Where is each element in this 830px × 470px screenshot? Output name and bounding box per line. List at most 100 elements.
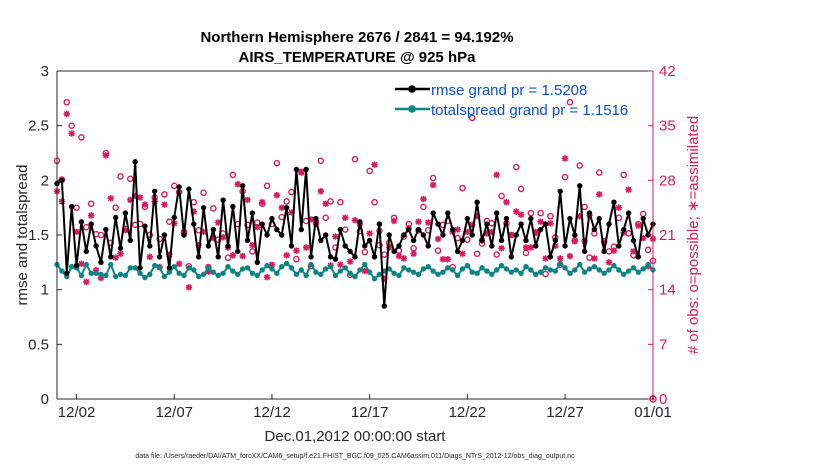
obs-assimilated-marker [542, 255, 549, 262]
series-point-spread [108, 261, 114, 268]
series-point-rmse [425, 243, 431, 249]
series-point-rmse [152, 188, 158, 194]
obs-assimilated-marker [351, 216, 359, 224]
obs-assimilated-marker [415, 218, 422, 225]
y2-tick-label: 28 [659, 172, 676, 189]
obs-possible-marker [317, 157, 325, 165]
series-point-rmse [93, 243, 99, 249]
x-tick-label: 12/17 [351, 404, 389, 421]
series-point-rmse [391, 248, 397, 255]
obs-possible-marker [112, 204, 119, 211]
series-point-spread [616, 267, 622, 273]
series-point-spread [171, 264, 177, 270]
series-point-spread [274, 270, 280, 276]
obs-possible-marker [283, 198, 290, 205]
series-point-spread [132, 265, 138, 271]
x-tick-label: 12/27 [546, 404, 584, 421]
obs-assimilated-marker [517, 211, 525, 218]
series-point-spread [518, 270, 524, 276]
y2-tick-label: 0 [659, 391, 667, 408]
obs-assimilated-marker [346, 258, 354, 265]
y-tick-label: 0 [41, 391, 49, 408]
obs-assimilated-marker [444, 256, 452, 263]
obs-possible-marker [68, 122, 75, 129]
obs-assimilated-marker [547, 220, 554, 227]
obs-possible-marker [337, 198, 344, 206]
y2-tick-label: 42 [659, 63, 676, 80]
series-point-rmse [230, 203, 236, 210]
y-tick-label: 2.5 [28, 118, 49, 135]
y-tick-label: 1 [41, 282, 49, 299]
series-point-rmse [371, 254, 378, 260]
y-tick-label: 3 [41, 63, 49, 80]
obs-possible-marker [322, 214, 329, 222]
x-tick-label: 12/12 [253, 404, 291, 421]
obs-assimilated-marker [395, 252, 403, 260]
series-point-spread [220, 270, 226, 276]
series-point-rmse [210, 226, 217, 233]
obs-assimilated-marker [249, 241, 256, 249]
series-point-spread [484, 268, 490, 274]
obs-possible-marker [517, 185, 525, 193]
obs-assimilated-marker [434, 235, 442, 243]
series-point-spread [98, 271, 104, 278]
obs-assimilated-marker [337, 261, 344, 268]
obs-possible-marker [527, 209, 535, 217]
series-point-spread [391, 270, 397, 276]
series-point-spread [493, 267, 500, 273]
series-point-spread [127, 265, 133, 271]
series-point-spread [630, 265, 637, 271]
series-point-rmse [117, 245, 124, 251]
x-tick-label: 01/01 [634, 404, 672, 421]
series-point-rmse [78, 219, 85, 225]
series-point-spread [230, 268, 236, 274]
series-point-rmse [459, 237, 466, 244]
series-point-rmse [318, 237, 324, 244]
series-point-spread [322, 266, 329, 272]
series-point-rmse [498, 237, 505, 244]
legend-spread-marker [408, 105, 416, 113]
series-point-rmse [396, 243, 402, 249]
obs-assimilated-marker [537, 218, 544, 225]
series-point-rmse [215, 254, 221, 260]
obs-possible-marker [156, 235, 163, 243]
series-point-rmse [264, 232, 270, 238]
obs-possible-marker [126, 175, 134, 183]
series-point-spread [410, 269, 417, 275]
series-point-rmse [235, 248, 241, 255]
series-point-rmse [606, 221, 612, 227]
chart-title-line-2: AIRS_TEMPERATURE @ 925 hPa [239, 49, 477, 66]
series-point-spread [425, 264, 431, 270]
obs-assimilated-marker [571, 238, 579, 245]
x-axis-label: Dec.01,2012 00:00:00 start [265, 428, 447, 445]
series-point-rmse [469, 232, 475, 238]
series-point-rmse [205, 243, 212, 249]
y2-tick-label: 35 [659, 118, 676, 135]
series-point-spread [366, 269, 373, 275]
obs-assimilated-marker [459, 250, 466, 257]
series-point-rmse [254, 259, 260, 266]
series-point-spread [591, 264, 598, 270]
x-tick-label: 12/07 [155, 404, 193, 421]
series-point-spread [137, 270, 143, 276]
y-tick-label: 2 [41, 172, 49, 189]
series-point-rmse [454, 248, 461, 255]
series-point-rmse [357, 219, 363, 225]
obs-possible-marker [117, 173, 124, 180]
obs-possible-marker [293, 255, 300, 263]
series-point-rmse [635, 254, 642, 260]
series-point-rmse [161, 232, 168, 238]
series-point-spread [337, 268, 344, 274]
y2-tick-label: 21 [659, 227, 676, 244]
series-point-spread [83, 261, 90, 268]
obs-assimilated-marker [68, 130, 75, 137]
series-point-spread [117, 271, 124, 278]
series-point-spread [503, 266, 510, 272]
obs-possible-marker [566, 98, 574, 106]
obs-assimilated-marker [366, 230, 373, 237]
series-point-rmse [108, 254, 114, 260]
obs-assimilated-marker [244, 196, 251, 204]
series-point-rmse [430, 210, 436, 216]
obs-assimilated-marker [371, 161, 378, 168]
series-point-spread [308, 261, 314, 268]
